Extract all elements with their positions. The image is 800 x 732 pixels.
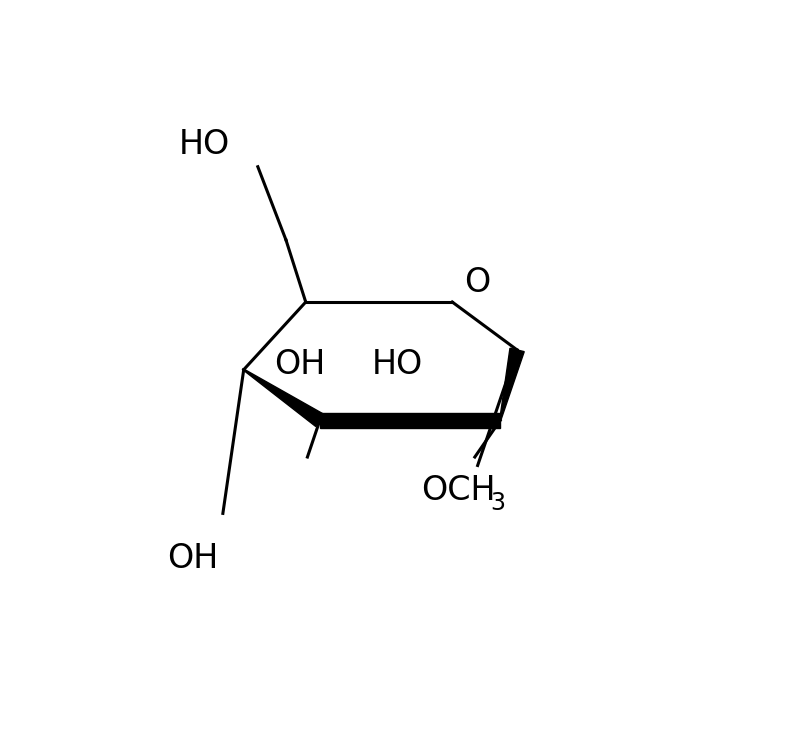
Text: OH: OH bbox=[167, 542, 218, 575]
Text: HO: HO bbox=[372, 348, 423, 381]
Text: O: O bbox=[465, 266, 490, 299]
Polygon shape bbox=[320, 413, 500, 427]
Polygon shape bbox=[243, 369, 324, 427]
Text: HO: HO bbox=[178, 127, 230, 161]
Polygon shape bbox=[500, 348, 524, 420]
Text: OCH: OCH bbox=[421, 474, 495, 507]
Text: 3: 3 bbox=[490, 490, 505, 515]
Text: OH: OH bbox=[274, 348, 326, 381]
